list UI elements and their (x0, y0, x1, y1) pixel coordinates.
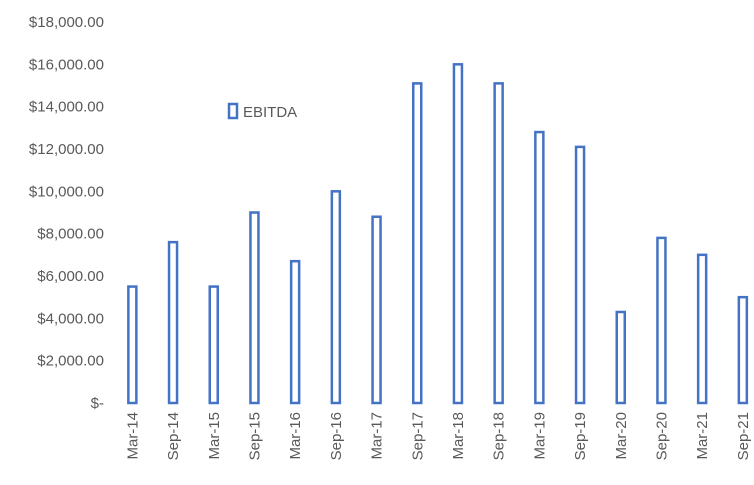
x-tick-label: Sep-16 (328, 412, 345, 460)
x-tick-label: Mar-14 (124, 412, 141, 460)
x-tick-label: Mar-17 (369, 412, 386, 460)
x-tick-label: Sep-20 (653, 412, 670, 460)
x-tick-label: Sep-21 (735, 412, 752, 460)
y-tick-label: $6,000.00 (37, 268, 104, 285)
bar (167, 240, 179, 405)
bar (127, 285, 138, 405)
bar (615, 310, 626, 405)
x-tick-label: Mar-20 (613, 412, 630, 460)
bar (289, 259, 301, 405)
x-tick-label: Mar-18 (450, 412, 467, 460)
bar (208, 285, 219, 405)
y-tick-label: $10,000.00 (29, 183, 104, 200)
y-tick-label: $12,000.00 (29, 141, 104, 158)
legend-swatch (227, 102, 239, 120)
x-tick-label: Mar-16 (287, 412, 304, 460)
x-tick-label: Mar-21 (694, 412, 711, 460)
y-tick-label: $14,000.00 (29, 99, 104, 116)
bar (412, 82, 423, 405)
bar (493, 82, 504, 405)
x-tick-label: Sep-19 (572, 412, 589, 460)
x-tick-label: Mar-19 (531, 412, 548, 460)
bar (737, 295, 749, 405)
y-tick-label: $- (91, 395, 104, 412)
bar (452, 63, 464, 405)
bar (574, 145, 586, 405)
bar (249, 211, 260, 405)
x-tick-label: Mar-15 (206, 412, 223, 460)
legend-label: EBITDA (243, 104, 297, 121)
x-tick-label: Sep-15 (246, 412, 263, 460)
bar (371, 215, 382, 405)
legend: EBITDA (227, 102, 297, 121)
y-axis: $- $2,000.00 $4,000.00 $6,000.00 $8,000.00 $1… (29, 14, 104, 412)
bar (330, 190, 342, 405)
y-tick-label: $18,000.00 (29, 14, 104, 31)
bar (696, 253, 708, 405)
x-tick-label: Sep-18 (491, 412, 508, 460)
y-tick-label: $8,000.00 (37, 226, 104, 243)
y-tick-label: $2,000.00 (37, 353, 104, 370)
bar (534, 130, 545, 405)
bar (656, 236, 667, 405)
y-tick-label: $16,000.00 (29, 56, 104, 73)
x-axis: Mar-14 Sep-14 Mar-15 Sep-15 Mar-16 Sep-16 Mar-… (124, 412, 752, 460)
x-tick-label: Sep-14 (165, 412, 182, 460)
bar-series (127, 63, 749, 405)
x-tick-label: Sep-17 (409, 412, 426, 460)
y-tick-label: $4,000.00 (37, 310, 104, 327)
